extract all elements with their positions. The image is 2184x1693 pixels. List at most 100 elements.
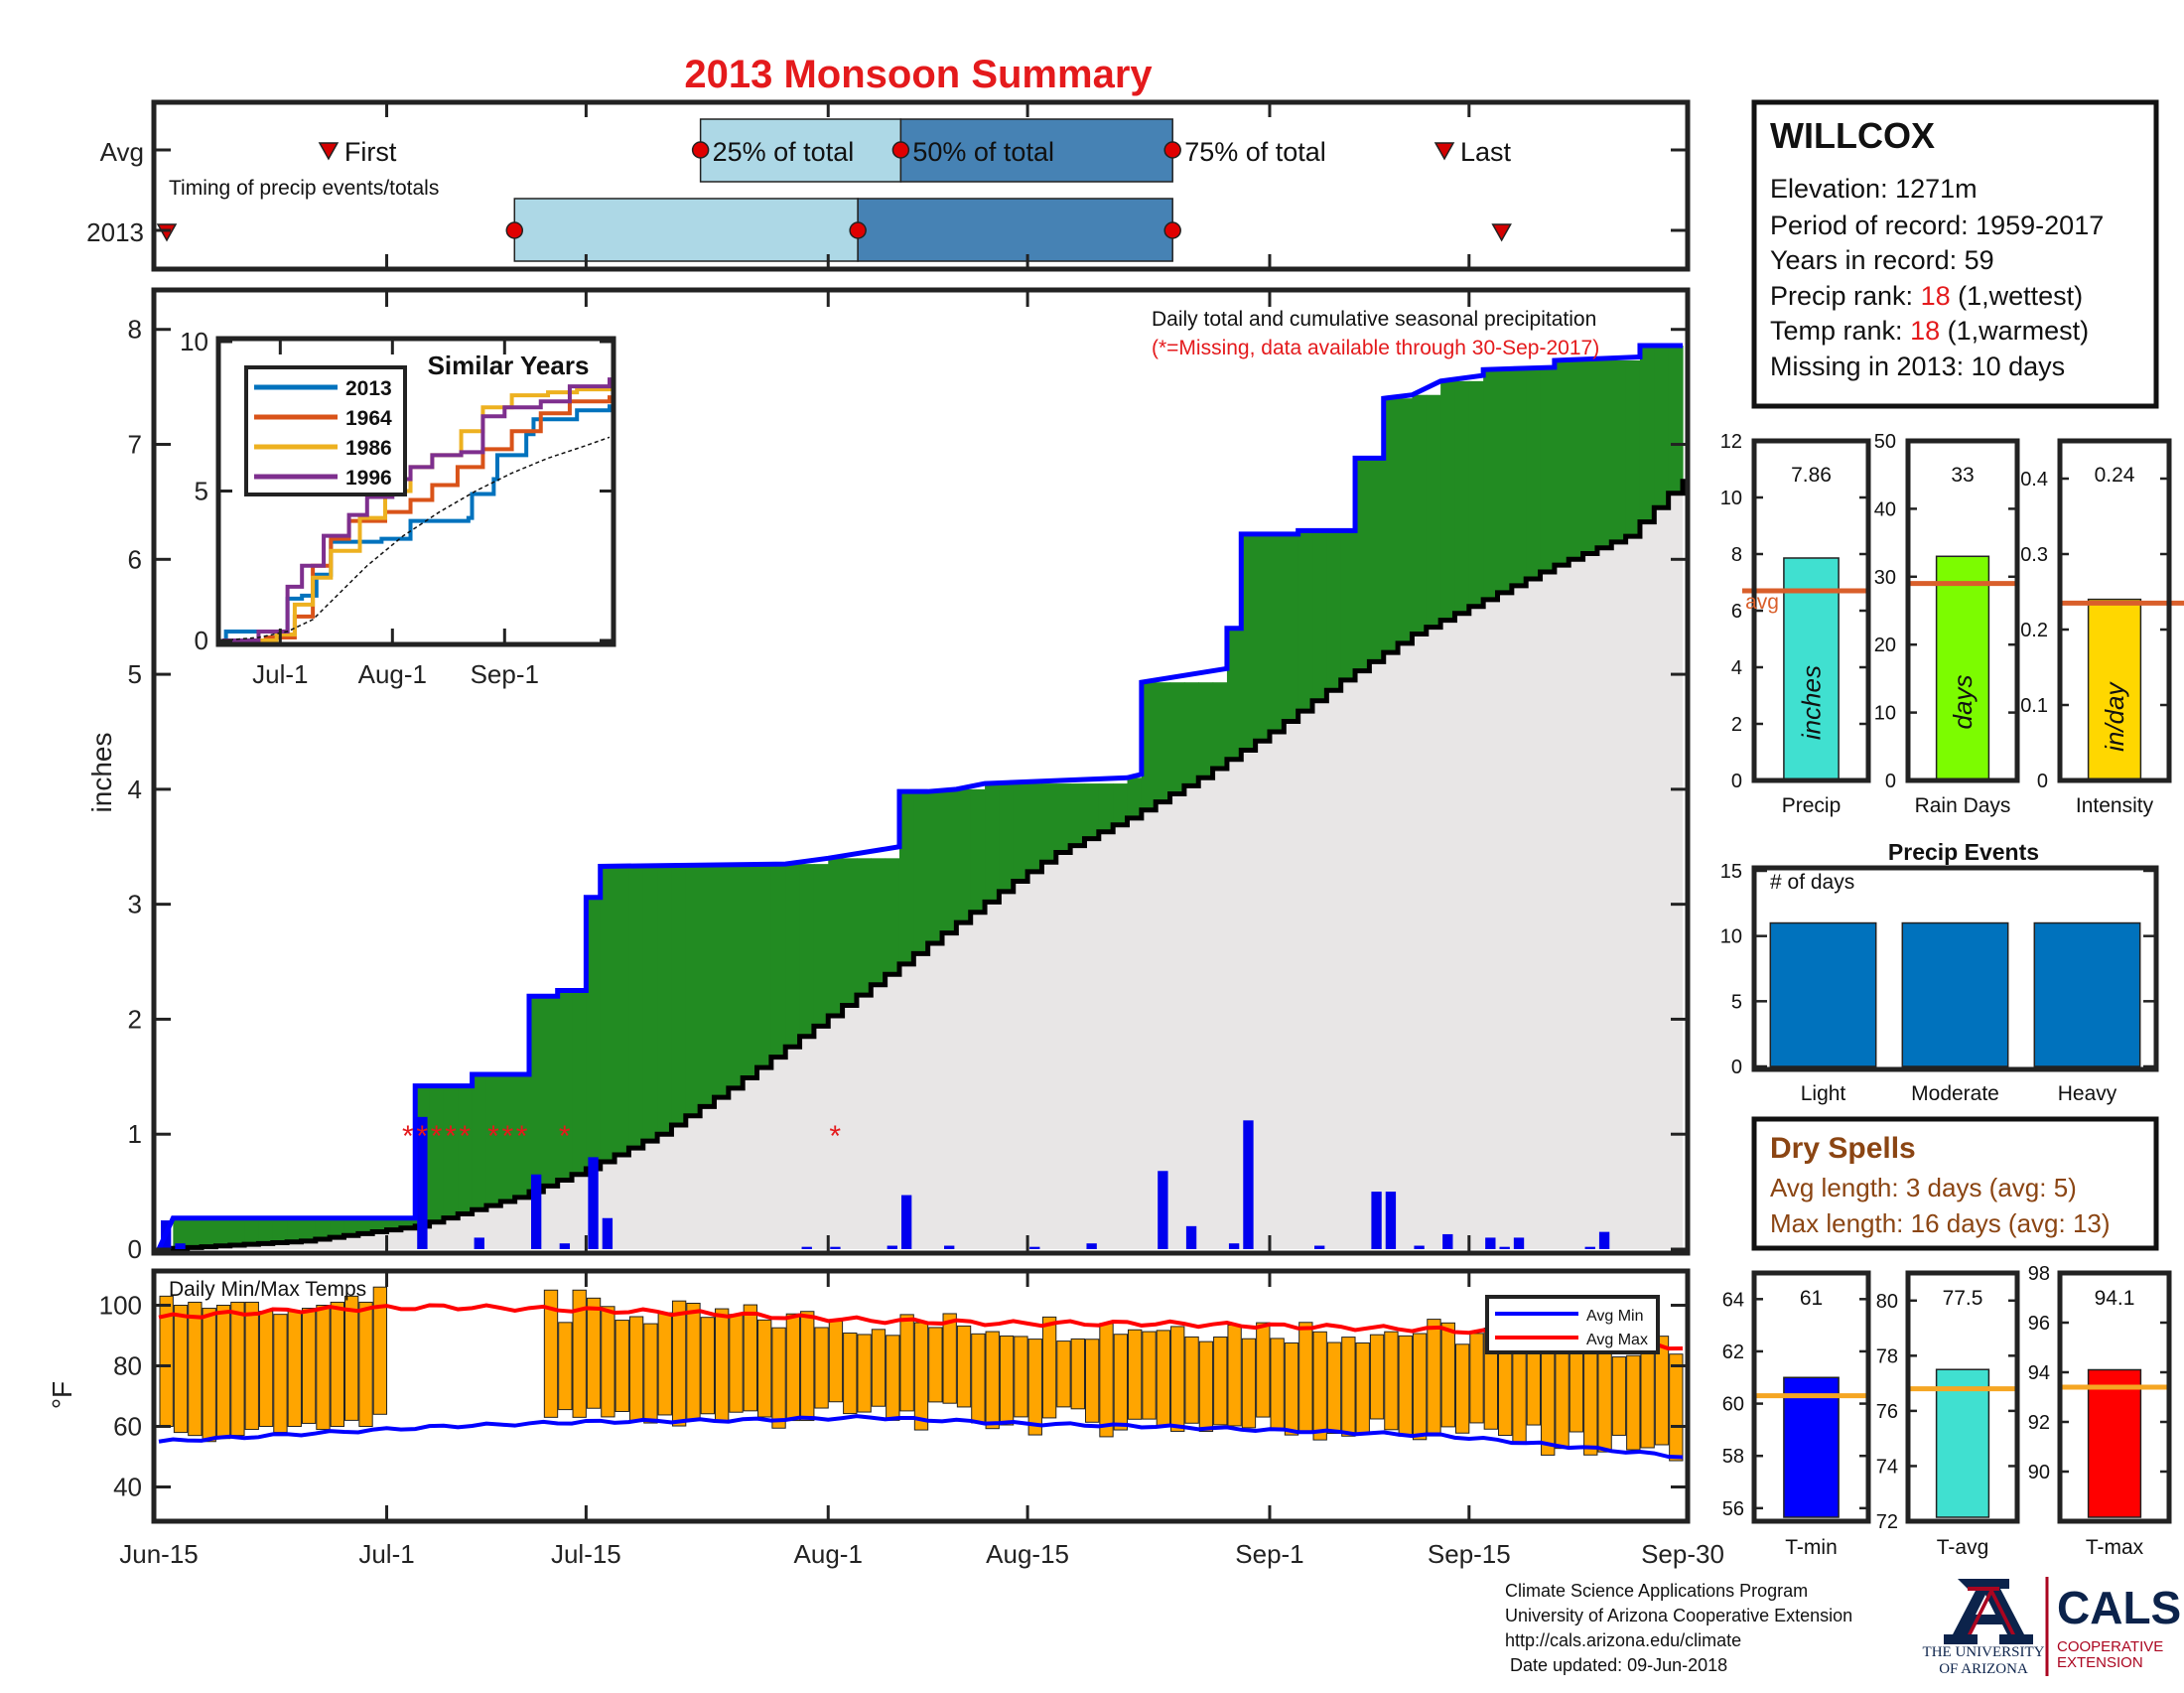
- station-years: Years in record: 59: [1770, 245, 1994, 275]
- daily-temp-bar: [543, 1289, 559, 1418]
- above-average-segment: [458, 1085, 474, 1214]
- station-info-box: WILLCOX Elevation: 1271m Period of recor…: [1751, 99, 2159, 409]
- daily-temp-bar: [586, 1297, 602, 1409]
- summary-bar-intensity: [2087, 598, 2142, 781]
- temp-summary-value: 94.1: [2095, 1287, 2135, 1310]
- above-average-segment: [1611, 359, 1627, 542]
- inset-x-tick-label: Aug-1: [358, 659, 427, 689]
- timing-box-q1: [513, 198, 859, 262]
- daily-precip-bar: [944, 1245, 955, 1249]
- above-average-segment: [770, 866, 786, 1058]
- above-average-segment: [1198, 682, 1214, 778]
- daily-temp-bar: [1184, 1336, 1199, 1424]
- first-label: First: [344, 137, 397, 167]
- timing-panel: Avg 2013 Timing of precip events/totals …: [86, 99, 1691, 272]
- timing-subtitle: Timing of precip events/totals: [169, 177, 439, 200]
- daily-temp-bar: [1256, 1322, 1271, 1418]
- above-average-segment: [956, 788, 972, 923]
- summary-y-tick-label: 30: [1874, 567, 1896, 589]
- temp-summary-y-tick-label: 74: [1876, 1456, 1898, 1478]
- inset-x-tick-label: Sep-1: [471, 659, 539, 689]
- temp-summary-y-tick-label: 96: [2028, 1313, 2050, 1335]
- main-y-tick-label: 3: [128, 890, 142, 919]
- above-average-segment: [970, 788, 986, 913]
- last-label: Last: [1460, 137, 1512, 167]
- inset-y-tick-label: 10: [180, 327, 208, 356]
- above-average-segment: [1027, 783, 1043, 872]
- above-average-segment: [600, 866, 615, 1163]
- temp-summary-y-tick-label: 92: [2028, 1412, 2050, 1434]
- summary-panel-intensity: in/day 0.24 Intensity 0 0.1 0.2 0.3 0.4: [2020, 438, 2184, 817]
- p25-label: 25% of total: [713, 137, 855, 167]
- above-average-segment: [628, 866, 644, 1149]
- above-average-segment: [885, 858, 900, 975]
- above-average-segment: [657, 866, 673, 1135]
- events-title: Precip Events: [1888, 839, 2039, 865]
- summary-value-rain_days: 33: [1951, 464, 1974, 487]
- daily-temp-bar: [942, 1313, 957, 1404]
- cals-coop-2: EXTENSION: [2057, 1654, 2143, 1671]
- legend-label-1986: 1986: [345, 437, 392, 460]
- daily-precip-bar: [1499, 1246, 1510, 1249]
- main-y-tick-label: 7: [128, 430, 142, 460]
- daily-temp-bar: [1027, 1339, 1042, 1436]
- above-average-segment: [614, 866, 630, 1156]
- daily-temp-bar: [899, 1314, 914, 1412]
- daily-temp-bar: [1070, 1338, 1085, 1410]
- above-average-segment: [1084, 783, 1100, 839]
- temp-summary-label: T-avg: [1937, 1536, 1989, 1559]
- temp-summary-y-tick-label: 94: [2028, 1362, 2050, 1384]
- daily-temp-bar: [886, 1335, 900, 1421]
- summary-panel-precip: inches 7.86 Precip 0 2 4 6 8 10 12 avg: [1720, 431, 1871, 817]
- above-average-segment: [315, 1217, 331, 1240]
- summary-panel-frame: [2057, 438, 2172, 783]
- daily-precip-bar: [588, 1157, 599, 1249]
- above-average-segment: [1041, 783, 1057, 863]
- station-temp-rank: Temp rank: 18 (1,warmest): [1770, 316, 2089, 346]
- footer-line-1: Climate Science Applications Program: [1505, 1581, 1808, 1601]
- daily-temp-bar: [956, 1325, 972, 1408]
- summary-y-tick-label: 20: [1874, 635, 1896, 656]
- temp-summary-tmax: 94.1 T-max 90 92 94 96 98: [2028, 1263, 2172, 1559]
- daily-temp-bar: [1355, 1342, 1370, 1435]
- missing-day-marker: *: [559, 1120, 571, 1153]
- daily-temp-bar: [857, 1334, 872, 1413]
- main-note-2: (*=Missing, data available through 30-Se…: [1152, 337, 1599, 359]
- legend-avg-max: Avg Max: [1586, 1332, 1648, 1348]
- above-average-segment: [1297, 530, 1313, 712]
- above-average-segment: [244, 1217, 260, 1245]
- main-y-axis-label: inches: [86, 733, 117, 813]
- inset-legend: 2013 1964 1986 1996: [244, 365, 407, 496]
- summary-y-tick-label: 4: [1731, 657, 1742, 679]
- summary-label-intensity: Intensity: [2076, 794, 2154, 817]
- above-average-segment: [301, 1217, 317, 1241]
- legend-avg-min: Avg Min: [1586, 1308, 1644, 1325]
- temp-summary-frame: [1905, 1270, 2020, 1524]
- daily-precip-bar: [602, 1217, 614, 1249]
- daily-temp-bar: [1384, 1331, 1399, 1431]
- summary-y-tick-label: 10: [1720, 488, 1742, 509]
- daily-precip-bar: [1185, 1225, 1197, 1249]
- daily-temp-bar: [1084, 1339, 1100, 1423]
- daily-temp-bar: [657, 1312, 672, 1416]
- above-average-segment: [1183, 682, 1199, 786]
- summary-y-tick-label: 0: [2037, 771, 2048, 792]
- summary-value-precip: 7.86: [1791, 464, 1832, 487]
- daily-precip-bar: [1442, 1233, 1453, 1249]
- season-summary-panels: inches 7.86 Precip 0 2 4 6 8 10 12 avg days 33 Rain D…: [1720, 431, 2184, 817]
- above-average-segment: [700, 866, 716, 1107]
- daily-temp-bar: [999, 1335, 1015, 1426]
- above-average-segment: [714, 866, 730, 1098]
- daily-temp-bar: [614, 1320, 629, 1412]
- above-average-segment: [528, 996, 544, 1193]
- daily-temp-bar: [628, 1316, 644, 1423]
- event-y-tick-label: 10: [1720, 926, 1742, 948]
- temp-y-tick-label: 80: [113, 1351, 142, 1381]
- above-average-segment: [287, 1217, 303, 1242]
- inset-y-tick-label: 0: [195, 626, 208, 655]
- above-average-segment: [1340, 530, 1356, 680]
- above-average-segment: [1596, 359, 1612, 548]
- temp-summary-y-tick-label: 56: [1722, 1498, 1744, 1520]
- above-average-segment: [1355, 458, 1370, 671]
- summary-bar-precip: [1783, 557, 1840, 781]
